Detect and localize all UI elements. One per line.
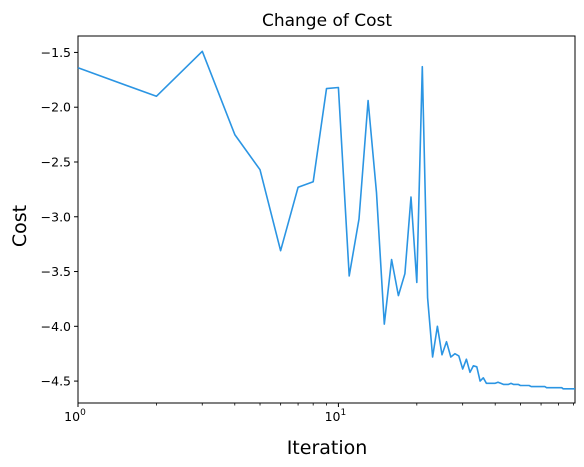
cost-series-line — [77, 50, 575, 390]
y-tick-label: −2.0 — [41, 100, 71, 115]
x-axis-ticks: 100 101 — [64, 403, 574, 424]
y-tick-label: −2.5 — [41, 154, 71, 169]
y-tick-label: −1.5 — [41, 45, 71, 60]
x-tick-label: 100 — [64, 408, 86, 424]
series-layer — [77, 50, 575, 390]
y-tick-label: −3.5 — [41, 264, 71, 279]
y-tick-label: −4.5 — [41, 374, 71, 389]
y-tick-label: −3.0 — [41, 209, 71, 224]
chart-title: Change of Cost — [262, 11, 392, 31]
x-tick-label: 101 — [325, 408, 347, 424]
y-axis-ticks: −1.5 −2.0 −2.5 −3.0 −3.5 −4.0 −4.5 — [41, 45, 78, 389]
y-axis-label: Cost — [9, 205, 31, 247]
x-axis-label: Iteration — [287, 437, 368, 459]
y-tick-label: −4.0 — [41, 319, 71, 334]
